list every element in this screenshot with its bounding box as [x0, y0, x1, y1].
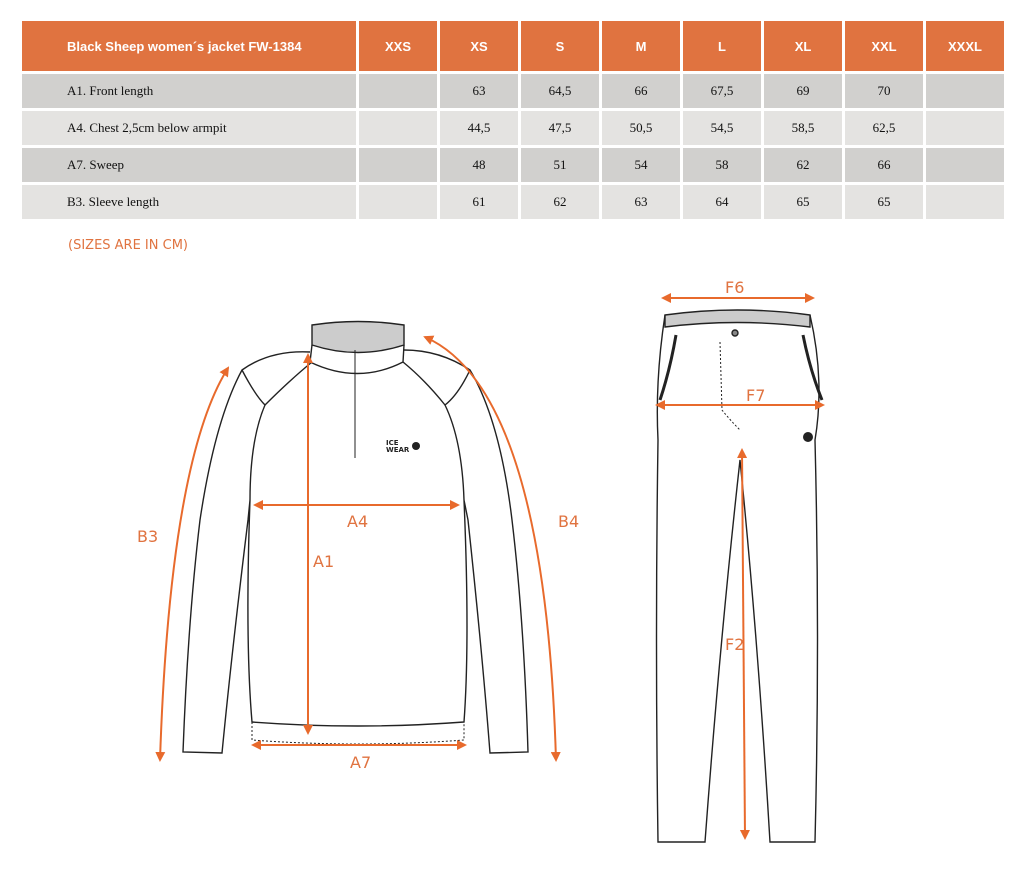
pants-drawing: [655, 309, 824, 843]
size-value: 50,5: [602, 111, 680, 145]
size-value: 44,5: [440, 111, 518, 145]
size-value: 67,5: [683, 74, 761, 108]
label-f7: F7: [746, 386, 765, 405]
size-value: 70: [845, 74, 923, 108]
label-a1: A1: [313, 552, 334, 571]
row-label: A4. Chest 2,5cm below armpit: [22, 111, 356, 145]
size-value: [926, 111, 1004, 145]
size-value: 64,5: [521, 74, 599, 108]
size-header: S: [521, 21, 599, 71]
size-value: 54,5: [683, 111, 761, 145]
size-value: [359, 74, 437, 108]
arrow-b4: [423, 335, 561, 762]
snowflake-logo-icon: [803, 432, 813, 442]
logo-text: ICE: [386, 439, 399, 447]
size-value: 64: [683, 185, 761, 219]
jacket-drawing: [182, 320, 529, 754]
size-value: 47,5: [521, 111, 599, 145]
size-value: 62: [764, 148, 842, 182]
measure-arrows: [155, 293, 825, 840]
size-header: XXS: [359, 21, 437, 71]
table-title: Black Sheep women´s jacket FW-1384: [22, 21, 356, 71]
size-value: 62: [521, 185, 599, 219]
size-value: 62,5: [845, 111, 923, 145]
row-label: A7. Sweep: [22, 148, 356, 182]
label-a7: A7: [350, 753, 371, 772]
label-f2: F2: [725, 635, 744, 654]
size-value: 54: [602, 148, 680, 182]
size-value: 58,5: [764, 111, 842, 145]
size-header: XXXL: [926, 21, 1004, 71]
size-value: [926, 148, 1004, 182]
arrow-f2: [737, 448, 750, 840]
row-label: B3. Sleeve length: [22, 185, 356, 219]
size-header: L: [683, 21, 761, 71]
size-value: 51: [521, 148, 599, 182]
table-row: A1. Front length 63 64,5 66 67,5 69 70: [22, 74, 1004, 108]
size-header: M: [602, 21, 680, 71]
label-b3: B3: [137, 527, 158, 546]
units-note: (SIZES ARE IN CM): [68, 238, 188, 253]
logo-text: WEAR: [386, 446, 410, 454]
size-value: 66: [845, 148, 923, 182]
size-value: [926, 74, 1004, 108]
size-value: [926, 185, 1004, 219]
size-value: 61: [440, 185, 518, 219]
label-f6: F6: [725, 278, 744, 297]
table-row: A4. Chest 2,5cm below armpit 44,5 47,5 50,5…: [22, 111, 1004, 145]
size-value: 69: [764, 74, 842, 108]
table-row: B3. Sleeve length 61 62 63 64 65 65: [22, 185, 1004, 219]
size-table: Black Sheep women´s jacket FW-1384 XXS X…: [19, 18, 1007, 222]
row-label: A1. Front length: [22, 74, 356, 108]
size-header: XXL: [845, 21, 923, 71]
size-value: 63: [440, 74, 518, 108]
size-header: XS: [440, 21, 518, 71]
size-value: 65: [764, 185, 842, 219]
size-value: 65: [845, 185, 923, 219]
size-value: 48: [440, 148, 518, 182]
arrow-b3: [155, 366, 230, 762]
label-b4: B4: [558, 512, 579, 531]
size-value: 63: [602, 185, 680, 219]
size-value: 58: [683, 148, 761, 182]
size-header: XL: [764, 21, 842, 71]
size-value: [359, 185, 437, 219]
size-value: [359, 111, 437, 145]
size-value: 66: [602, 74, 680, 108]
size-value: [359, 148, 437, 182]
snowflake-logo-icon: [412, 442, 420, 450]
table-row: A7. Sweep 48 51 54 58 62 66: [22, 148, 1004, 182]
label-a4: A4: [347, 512, 368, 531]
